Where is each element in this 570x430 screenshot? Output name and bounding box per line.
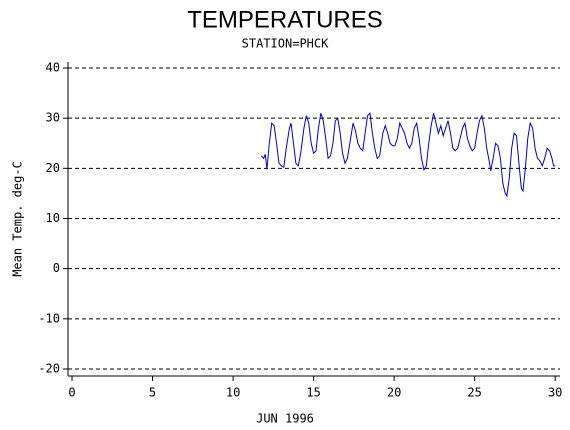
x-tick-label: 15 <box>306 386 320 400</box>
y-tick-label: 20 <box>46 161 60 175</box>
data-line <box>260 112 556 198</box>
y-tick-label: -20 <box>38 361 60 375</box>
y-tick-label: 30 <box>46 111 60 125</box>
y-axis-label: Mean Temp. deg-C <box>11 161 25 277</box>
x-tick-label: 25 <box>467 386 481 400</box>
y-tick-label: 40 <box>46 61 60 75</box>
y-tick-label: -10 <box>38 311 60 325</box>
x-tick-label: 5 <box>149 386 156 400</box>
x-axis-label: JUN 1996 <box>256 412 314 426</box>
y-tick-label: 0 <box>53 261 60 275</box>
chart-title: TEMPERATURES <box>187 6 383 33</box>
y-tick-label: 10 <box>46 211 60 225</box>
x-tick-label: 20 <box>387 386 401 400</box>
x-tick-label: 0 <box>68 386 75 400</box>
x-tick-label: 30 <box>548 386 562 400</box>
x-tick-label: 10 <box>226 386 240 400</box>
chart-subtitle: STATION=PHCK <box>242 37 329 51</box>
